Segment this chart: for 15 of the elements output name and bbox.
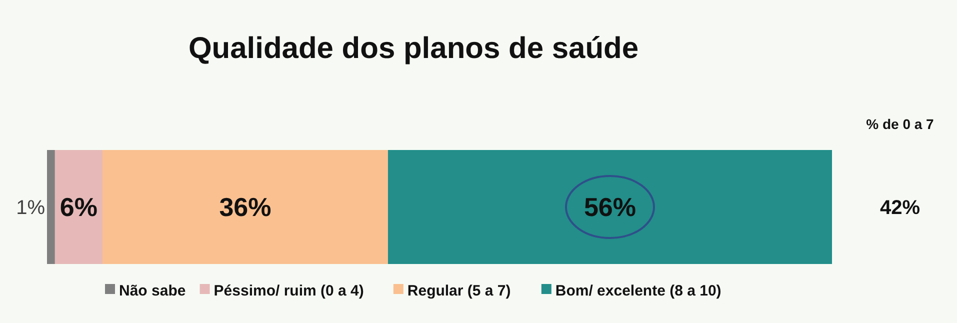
legend-label: Bom/ excelente (8 a 10)	[555, 282, 722, 300]
bar	[102, 150, 388, 264]
text: % de 0 a 7	[866, 116, 934, 132]
legend-label: Não sabe	[119, 282, 186, 300]
data-label: 1%	[16, 197, 46, 219]
legend-label: Péssimo/ ruim (0 a 4)	[214, 282, 364, 300]
data-label: 36%	[219, 192, 272, 222]
legend-label: Regular (5 a 7)	[407, 282, 511, 300]
data-label: 6%	[60, 192, 98, 222]
chart-title: Qualidade dos planos de saúde	[188, 32, 639, 65]
bar	[47, 150, 55, 264]
bar	[388, 150, 832, 264]
text: 42%	[880, 197, 920, 219]
bar	[54, 150, 103, 264]
data-label: 56%	[584, 192, 636, 222]
